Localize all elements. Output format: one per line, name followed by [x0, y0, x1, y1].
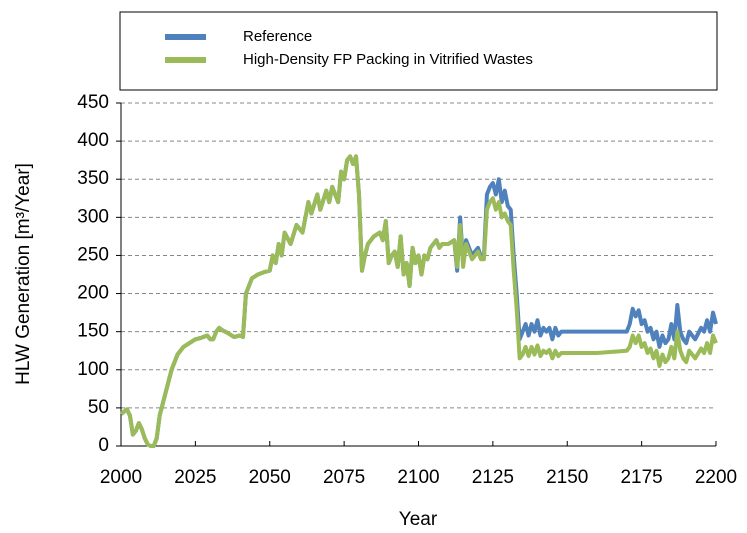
x-tick-label: 2050	[249, 467, 291, 488]
y-tick-label: 350	[77, 168, 109, 189]
x-tick-label: 2200	[695, 467, 737, 488]
y-tick-label: 400	[77, 130, 109, 151]
y-tick-label: 50	[88, 397, 109, 418]
y-tick-label: 450	[77, 92, 109, 113]
legend-label: Reference	[243, 28, 312, 45]
y-tick-label: 200	[77, 283, 109, 304]
x-tick-label: 2175	[620, 467, 662, 488]
x-tick-label: 2000	[100, 467, 142, 488]
x-tick-label: 2075	[323, 467, 365, 488]
x-tick-label: 2100	[397, 467, 439, 488]
legend-box	[119, 11, 718, 91]
legend-label: High-Density FP Packing in Vitrified Was…	[243, 51, 533, 68]
x-axis-label: Year	[399, 509, 438, 530]
x-tick-label: 2150	[546, 467, 588, 488]
y-tick-label: 0	[98, 435, 109, 456]
y-axis-label: HLW Generation [m³/Year]	[13, 163, 34, 385]
x-tick-label: 2025	[174, 467, 216, 488]
series-line	[119, 154, 718, 448]
x-tick-label: 2125	[472, 467, 514, 488]
y-tick-label: 150	[77, 321, 109, 342]
y-tick-label: 250	[77, 244, 109, 265]
y-tick-label: 300	[77, 206, 109, 227]
y-tick-label: 100	[77, 359, 109, 380]
series-line	[119, 154, 718, 448]
